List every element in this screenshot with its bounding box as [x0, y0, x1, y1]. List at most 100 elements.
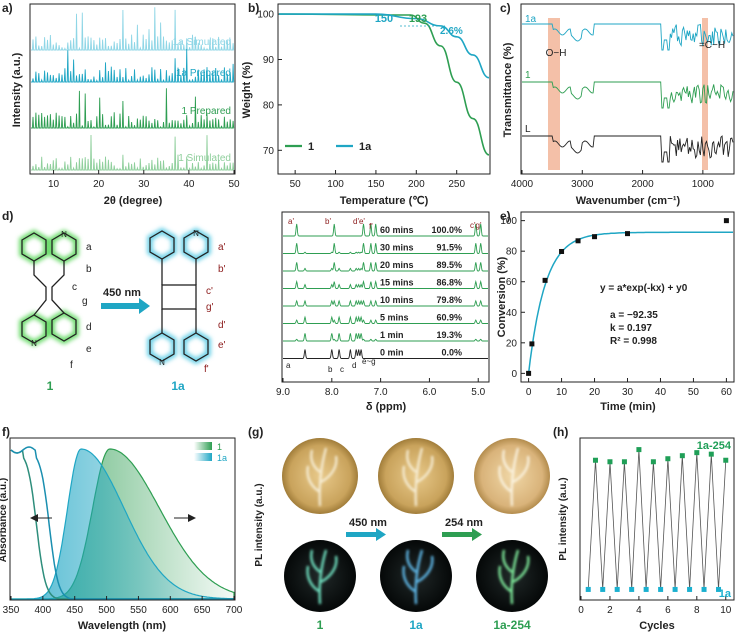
panel-d-x-ticks: 9.0 8.0 7.0 6.0 5.0: [276, 378, 486, 398]
panel-h-xlabel: Cycles: [639, 620, 674, 632]
panel-e-xtick-label-5: 50: [688, 387, 700, 398]
photo-uv-1a-254: [476, 540, 548, 612]
molecule-1a-glow: [147, 227, 211, 365]
panel-e-point-3: [559, 248, 565, 254]
panel-d-trace-conv-6: 19.3%: [436, 330, 462, 340]
panel-e-xtick-label-2: 20: [589, 387, 601, 398]
molecule-1-glow: [19, 229, 79, 347]
panel-a-xtick-label-3: 40: [183, 179, 195, 190]
panel-h-point-high-5: [665, 456, 671, 462]
panel-d-trace-time-2: 20 mins: [380, 260, 414, 270]
panel-h-point-high-0: [592, 457, 598, 463]
panel-b-annot-193: 193: [409, 13, 427, 25]
panel-h-point-low-2: [614, 586, 620, 592]
panel-a-traces: [31, 7, 235, 171]
panel-f-xtick-label-1: 400: [35, 605, 52, 616]
panel-e-point-0: [526, 370, 532, 376]
panel-h-point-low-8: [701, 586, 707, 592]
molecule-1-N-top: N: [61, 230, 67, 239]
panel-f-xtick-label-7: 700: [226, 605, 243, 616]
proton-label-c-prime: c': [206, 286, 213, 297]
panel-h-axes: 0 2 4 6 8 10: [578, 596, 732, 616]
panel-f-xtick-label-4: 550: [130, 605, 147, 616]
panel-f-frame: [9, 437, 236, 601]
panel-h-frame: [579, 437, 735, 601]
panel-e-ytick-label-1: 20: [506, 338, 518, 349]
panel-g-label: (g): [248, 425, 263, 439]
panel-h-point-high-4: [650, 459, 656, 465]
proton-label-d-prime: d': [218, 320, 226, 331]
panel-f-xtick-label-5: 600: [162, 605, 179, 616]
panel-e: e) 0 10 20 30 40 50 60 0 20 40 60 80 100 y = a*exp(-…: [496, 209, 735, 413]
proton-label-e-prime: e': [218, 340, 226, 351]
panel-c-trace-1: [522, 81, 734, 109]
panel-a-frame: [29, 3, 236, 175]
panel-b-label: b): [248, 1, 259, 15]
panel-e-param-r2: R² = 0.998: [610, 336, 657, 347]
panel-c-xlabel: Wavenumber (cm⁻¹): [576, 195, 681, 207]
panel-e-point-4: [575, 238, 581, 244]
panel-f: f) 1 1a 350 400 450 500 550 600 650 700 Wavelen…: [0, 425, 243, 632]
panel-a-xtick-label-4: 50: [228, 179, 240, 190]
panel-e-ytick-label-4: 80: [506, 247, 518, 258]
panel-e-param-a: a = −92.35: [610, 310, 658, 321]
molecule-1a: N N: [147, 227, 211, 367]
molecule-1a-N-top: N: [193, 229, 199, 238]
panel-h-series-label-high: 1a-254: [697, 440, 732, 452]
panel-f-ylabel: Absorbance (a.u.): [0, 478, 9, 562]
panel-b-xlabel: Temperature (℃): [340, 195, 429, 207]
panel-b-xtick-label-1: 100: [327, 179, 344, 190]
panel-g-ylabel: PL intensity (a.u.): [254, 483, 265, 566]
panel-e-xtick-label-1: 10: [556, 387, 568, 398]
panel-e-ylabel: Conversion (%): [496, 256, 508, 337]
panel-h-label: (h): [553, 425, 568, 439]
panel-h-xtick-label-1: 2: [607, 605, 613, 616]
panel-d-xtick-label-0: 9.0: [276, 387, 290, 398]
panel-h: (h) 0 2 4 6 8 10 1a-254 1a Cycles PL intensit…: [553, 425, 735, 632]
photo-day-1a-254: [474, 438, 550, 514]
panel-b-legend-label-1a: 1a: [359, 141, 372, 153]
panel-c-trace-1a: [522, 23, 734, 51]
panel-c-trace-L: [522, 135, 734, 163]
panel-h-xtick-label-5: 10: [720, 605, 732, 616]
proton-label-e: e: [86, 344, 92, 355]
panel-b-legend-label-1: 1: [308, 141, 314, 153]
panel-h-point-low-0: [585, 586, 591, 592]
panel-c-ylabel: Transmittance (%): [502, 42, 514, 137]
panel-h-point-high-3: [636, 447, 642, 453]
panel-b-ylabel: Weight (%): [241, 61, 253, 118]
panel-c-traces: [522, 23, 734, 163]
panel-d-trace-time-4: 10 mins: [380, 295, 414, 305]
nmr-peak-cg-prime: c'g': [470, 221, 482, 230]
panel-e-ytick-label-3: 60: [506, 277, 518, 288]
panel-f-x-ticks: 350 400 450 500 550 600 650 700: [3, 596, 243, 616]
panel-h-point-low-3: [629, 586, 635, 592]
panel-h-points: [585, 447, 729, 592]
panel-b-ytick-label-1: 80: [263, 100, 275, 111]
panel-c-label: c): [500, 1, 511, 15]
panel-d-trace-2: [283, 262, 488, 272]
panel-d-xlabel: δ (ppm): [366, 401, 407, 413]
panel-a-trace-3: [31, 134, 235, 171]
panel-a-label: a): [2, 1, 13, 15]
panel-b-xtick-label-0: 50: [290, 179, 302, 190]
panel-a-ylabel: Intensity (a.u.): [11, 52, 23, 127]
panel-f-xlabel: Wavelength (nm): [78, 620, 167, 632]
panel-e-ytick-label-5: 100: [500, 216, 517, 227]
panel-c-band-oh: [548, 18, 560, 170]
molecule-1: N N: [19, 229, 79, 348]
panel-g-arrow-254nm: [442, 528, 482, 541]
panel-b-xtick-label-3: 200: [408, 179, 425, 190]
panel-e-points: [526, 218, 729, 376]
panel-a: a) 1a Simulated 1a Prepared 1 Prepared 1…: [2, 1, 240, 207]
panel-h-series-label-low: 1a: [719, 588, 732, 600]
panel-f-absorbance-1a: [10, 446, 234, 600]
photo-uv-1a: [380, 540, 452, 612]
panel-b-xtick-label-4: 250: [448, 179, 465, 190]
panel-h-xtick-label-4: 8: [694, 605, 700, 616]
panel-c-frame: [520, 3, 735, 175]
panel-f-arrow-right: [174, 514, 196, 522]
nmr-peak-eg: e~g: [362, 357, 376, 366]
panel-d-trace-conv-0: 100.0%: [431, 225, 462, 235]
